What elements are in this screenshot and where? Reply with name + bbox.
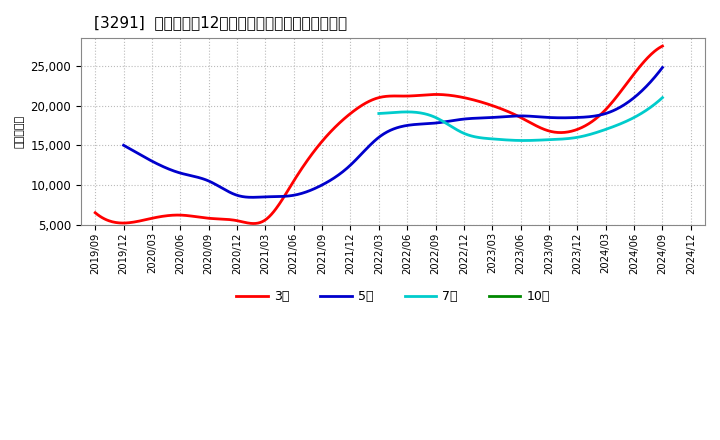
3年 <box>365 99 374 104</box>
5年 <box>412 122 420 127</box>
7年 <box>652 100 660 106</box>
5年 <box>120 143 128 148</box>
7年 <box>544 137 552 143</box>
7年 <box>509 138 518 143</box>
Legend: 3年, 5年, 7年, 10年: 3年, 5年, 7年, 10年 <box>231 285 555 308</box>
Line: 7年: 7年 <box>379 98 662 140</box>
3年 <box>361 100 370 106</box>
3年 <box>557 130 566 135</box>
3年 <box>91 210 99 215</box>
5年 <box>441 119 450 125</box>
7年 <box>374 111 383 116</box>
3年 <box>658 44 667 49</box>
5年 <box>377 133 385 139</box>
3年 <box>249 221 258 226</box>
7年 <box>608 125 616 130</box>
5年 <box>647 79 655 84</box>
Text: [3291]  当期純利益12か月移動合計の標準偏差の推移: [3291] 当期純利益12か月移動合計の標準偏差の推移 <box>94 15 346 30</box>
Y-axis label: （百万円）: （百万円） <box>15 115 25 148</box>
3年 <box>430 92 438 97</box>
3年 <box>399 93 408 99</box>
5年 <box>379 131 388 136</box>
Line: 3年: 3年 <box>95 46 662 224</box>
7年 <box>658 95 667 100</box>
7年 <box>511 138 520 143</box>
5年 <box>562 115 571 121</box>
7年 <box>519 138 528 143</box>
5年 <box>658 65 667 70</box>
3年 <box>646 53 654 58</box>
7年 <box>528 138 537 143</box>
Line: 5年: 5年 <box>124 67 662 197</box>
5年 <box>248 194 256 200</box>
